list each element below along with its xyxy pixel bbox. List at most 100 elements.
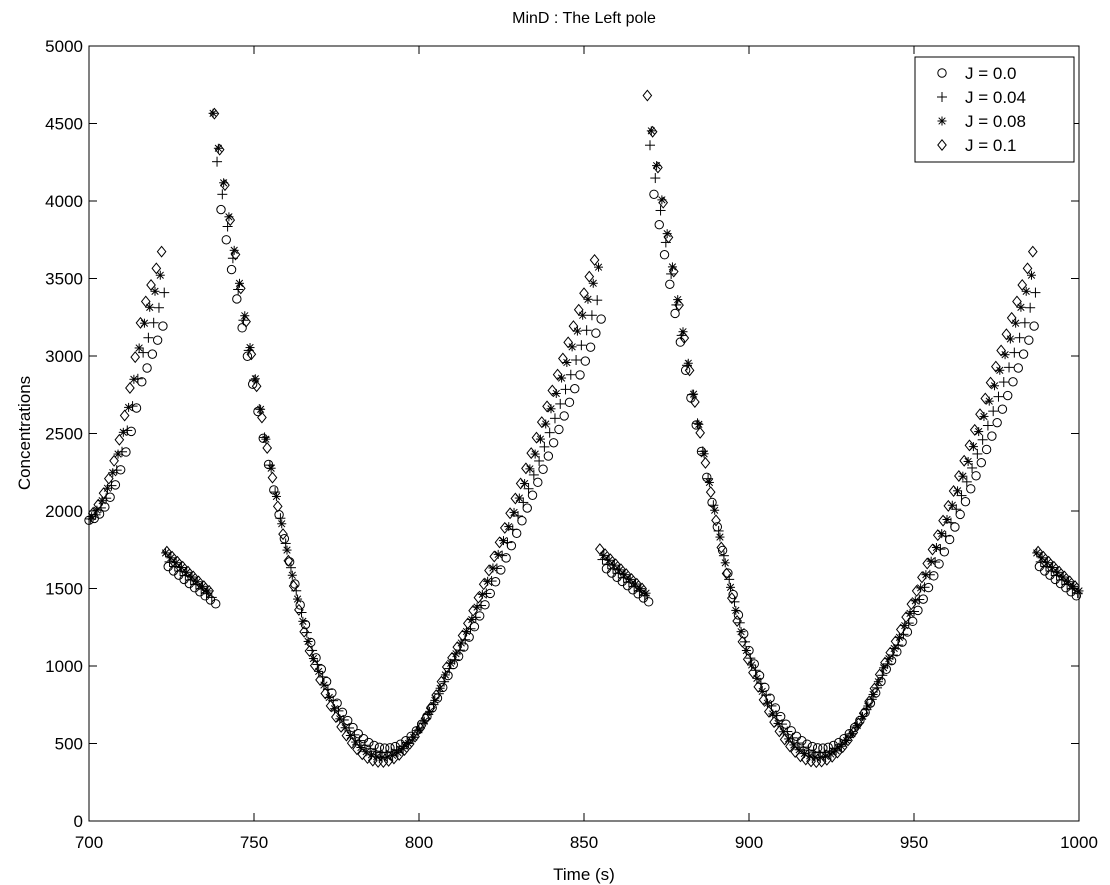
data-point [570,383,580,394]
data-point [740,636,751,647]
data-point [579,287,589,300]
data-point [436,675,447,688]
data-point [320,687,331,700]
data-point [317,671,328,682]
data-point [541,419,551,429]
data-point [1018,349,1029,359]
data-point [976,457,987,468]
data-point [544,427,555,438]
data-point [880,656,890,669]
data-point [1022,262,1033,275]
data-point [446,658,456,668]
data-point [982,420,993,431]
data-point [647,125,658,138]
data-point [1054,565,1065,578]
data-point [462,617,473,630]
data-point [585,342,596,352]
data-point [222,221,233,232]
data-point [1008,377,1018,387]
data-point [710,505,720,515]
data-point [690,395,700,408]
data-point [610,558,621,571]
legend-marker [937,92,947,102]
data-point [726,582,736,592]
data-point [1009,347,1020,358]
data-point [906,598,917,611]
data-point [586,310,597,321]
data-point [257,411,267,424]
data-point [256,404,266,414]
data-point [212,156,223,167]
data-point [691,420,701,430]
legend-label: J = 0.0 [965,64,1017,83]
y-tick-label: 2500 [45,425,83,444]
data-point [242,351,253,361]
data-point [145,302,155,312]
data-point [679,332,690,345]
y-tick-label: 0 [74,812,83,831]
data-point [143,332,154,343]
data-point [140,295,151,308]
data-point [1011,318,1021,328]
data-point [156,245,167,258]
data-point [279,534,290,544]
data-point [951,504,962,515]
data-point [985,376,996,389]
data-point [573,303,584,316]
data-point [779,733,790,746]
data-point [659,250,670,260]
data-point [792,738,803,749]
data-point [113,449,123,459]
x-tick-label: 1000 [1060,833,1098,852]
data-point [966,484,976,494]
data-point [246,348,257,361]
data-point [753,680,764,693]
data-point [138,347,149,358]
data-point [155,270,165,280]
data-point [689,389,699,399]
data-point [539,441,550,452]
data-point [699,449,709,459]
data-point [507,524,518,535]
data-point [294,603,304,616]
data-point [715,532,725,542]
data-point [571,355,582,366]
data-point [438,682,448,693]
data-point [731,605,741,615]
data-point [863,701,873,711]
data-point [890,635,901,648]
data-point [447,651,457,664]
data-point [1006,311,1017,324]
data-point [198,580,209,593]
data-point [410,730,420,743]
data-point [536,416,547,429]
data-point [119,409,130,422]
data-point [565,369,576,380]
data-point [560,384,571,395]
data-point [650,173,661,184]
data-point [134,343,144,353]
data-point [129,374,139,384]
legend-label: J = 0.1 [965,136,1017,155]
data-point [275,513,286,524]
data-point [216,204,226,215]
data-point [790,745,801,758]
data-point [285,562,296,573]
legend-entry: J = 0.1 [937,136,1017,155]
data-point [361,747,371,757]
data-point [969,423,980,436]
data-point [673,295,683,305]
series-3 [88,89,1080,769]
data-point [315,673,325,686]
data-point [542,400,552,413]
data-point [674,299,684,312]
x-tick-label: 700 [75,833,103,852]
data-point [150,286,160,296]
data-point [124,402,134,412]
data-point [130,351,141,364]
data-point [988,406,999,417]
data-point [1029,321,1039,331]
data-point [948,485,959,498]
data-point [705,486,716,499]
